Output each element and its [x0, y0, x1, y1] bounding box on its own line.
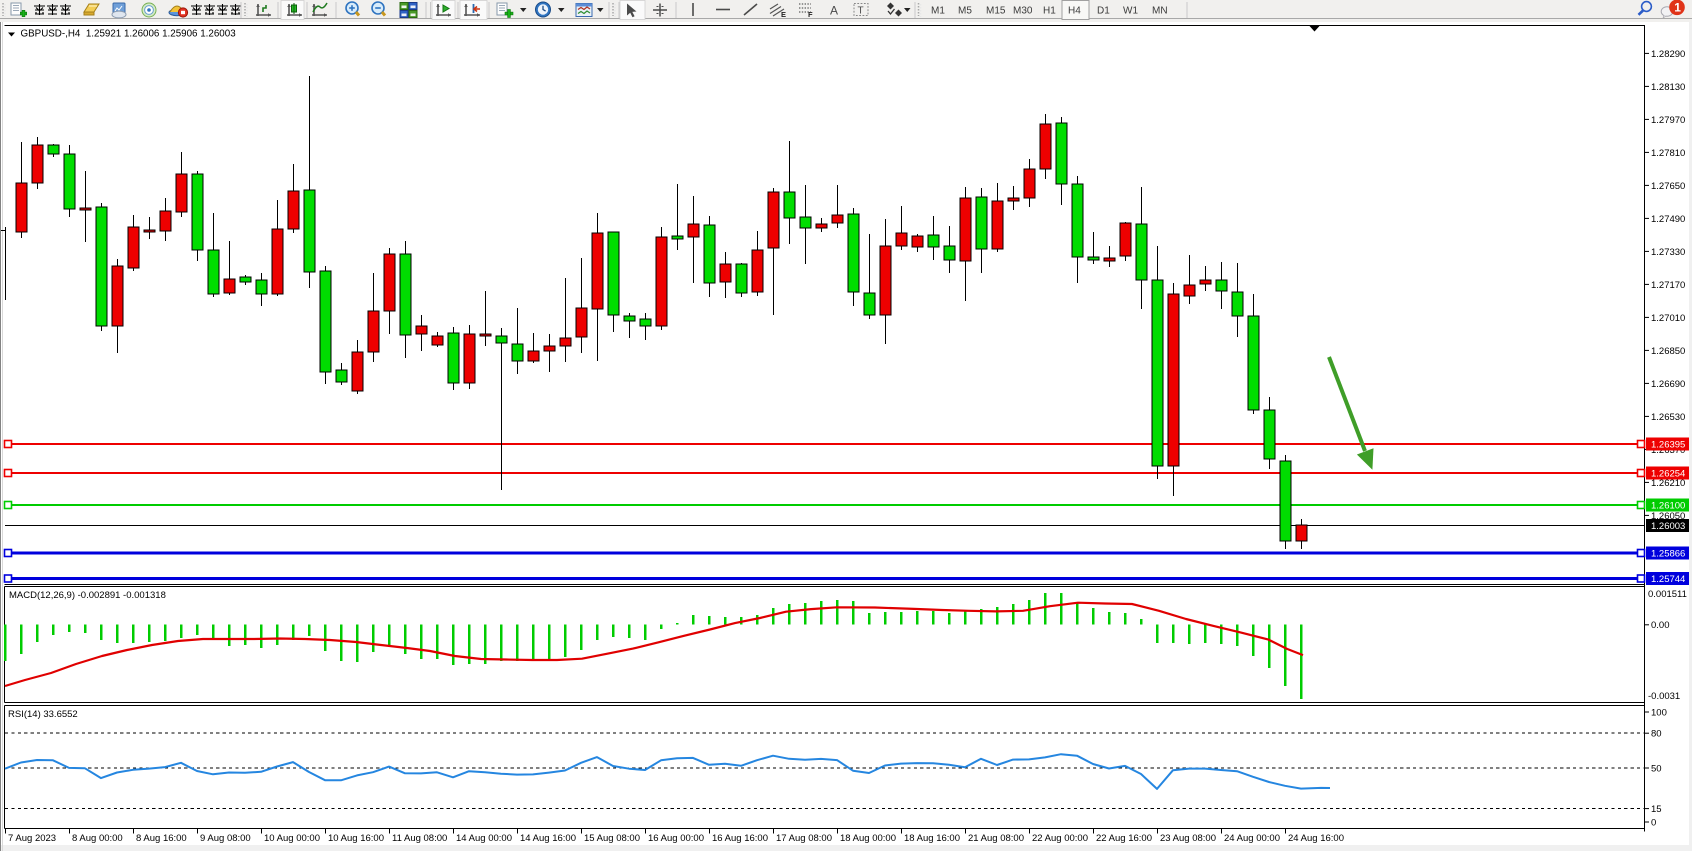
svg-text:14 Aug 16:00: 14 Aug 16:00 — [520, 833, 576, 844]
svg-text:MACD(12,26,9) -0.002891 -0.001: MACD(12,26,9) -0.002891 -0.001318 — [9, 590, 166, 601]
svg-text:M1: M1 — [931, 6, 945, 17]
svg-text:1.26254: 1.26254 — [1651, 469, 1685, 480]
svg-text:15: 15 — [1651, 804, 1662, 815]
svg-text:17 Aug 08:00: 17 Aug 08:00 — [776, 833, 832, 844]
svg-text:1.25744: 1.25744 — [1651, 574, 1685, 585]
svg-text:1.26395: 1.26395 — [1651, 440, 1685, 451]
svg-text:23 Aug 08:00: 23 Aug 08:00 — [1160, 833, 1216, 844]
svg-text:8 Aug 00:00: 8 Aug 00:00 — [72, 833, 123, 844]
svg-text:D1: D1 — [1097, 6, 1110, 17]
svg-text:GBPUSD-,H4 1.25921 1.26006 1.: GBPUSD-,H4 1.25921 1.26006 1.25906 1.260… — [21, 28, 237, 39]
svg-text:1: 1 — [1674, 1, 1681, 15]
svg-text:F: F — [808, 10, 813, 19]
svg-text:24 Aug 00:00: 24 Aug 00:00 — [1224, 833, 1280, 844]
svg-text:24 Aug 16:00: 24 Aug 16:00 — [1288, 833, 1344, 844]
svg-text:1.26530: 1.26530 — [1651, 412, 1685, 423]
svg-text:1.27170: 1.27170 — [1651, 280, 1685, 291]
svg-text:M5: M5 — [958, 6, 972, 17]
svg-text:RSI(14) 33.6552: RSI(14) 33.6552 — [8, 709, 78, 720]
svg-text:16 Aug 00:00: 16 Aug 00:00 — [648, 833, 704, 844]
svg-text:A: A — [830, 4, 838, 18]
svg-text:H1: H1 — [1043, 6, 1056, 17]
svg-text:1.25866: 1.25866 — [1651, 549, 1685, 560]
svg-text:14 Aug 00:00: 14 Aug 00:00 — [456, 833, 512, 844]
svg-text:7 Aug 2023: 7 Aug 2023 — [8, 833, 56, 844]
svg-text:1.26690: 1.26690 — [1651, 379, 1685, 390]
svg-text:1.28130: 1.28130 — [1651, 82, 1685, 93]
svg-text:1.26210: 1.26210 — [1651, 478, 1685, 489]
svg-text:0.001511: 0.001511 — [1648, 589, 1687, 600]
svg-text:21 Aug 08:00: 21 Aug 08:00 — [968, 833, 1024, 844]
svg-text:1.28290: 1.28290 — [1651, 49, 1685, 60]
svg-text:MN: MN — [1152, 6, 1168, 17]
svg-text:W1: W1 — [1123, 6, 1138, 17]
svg-text:-0.0031: -0.0031 — [1648, 691, 1680, 702]
svg-text:1.27810: 1.27810 — [1651, 148, 1685, 159]
svg-text:16 Aug 16:00: 16 Aug 16:00 — [712, 833, 768, 844]
svg-text:1.27970: 1.27970 — [1651, 115, 1685, 126]
svg-text:1.26850: 1.26850 — [1651, 346, 1685, 357]
svg-text:9 Aug 08:00: 9 Aug 08:00 — [200, 833, 251, 844]
svg-text:8 Aug 16:00: 8 Aug 16:00 — [136, 833, 187, 844]
svg-text:22 Aug 16:00: 22 Aug 16:00 — [1096, 833, 1152, 844]
svg-text:80: 80 — [1651, 729, 1662, 740]
svg-text:1.27330: 1.27330 — [1651, 247, 1685, 258]
svg-text:18 Aug 00:00: 18 Aug 00:00 — [840, 833, 896, 844]
svg-text:0: 0 — [1651, 817, 1656, 828]
svg-text:18 Aug 16:00: 18 Aug 16:00 — [904, 833, 960, 844]
svg-text:15 Aug 08:00: 15 Aug 08:00 — [584, 833, 640, 844]
svg-text:1.26050: 1.26050 — [1651, 511, 1685, 522]
svg-text:10 Aug 16:00: 10 Aug 16:00 — [328, 833, 384, 844]
svg-text:1.26100: 1.26100 — [1651, 501, 1685, 512]
svg-text:22 Aug 00:00: 22 Aug 00:00 — [1032, 833, 1088, 844]
svg-text:1.27010: 1.27010 — [1651, 313, 1685, 324]
svg-text:50: 50 — [1651, 763, 1662, 774]
svg-text:0.00: 0.00 — [1651, 620, 1670, 631]
svg-text:100: 100 — [1651, 707, 1667, 718]
svg-text:M15: M15 — [986, 6, 1006, 17]
svg-text:H4: H4 — [1068, 6, 1081, 17]
svg-text:M30: M30 — [1013, 6, 1033, 17]
svg-text:E: E — [781, 10, 786, 19]
svg-text:11 Aug 08:00: 11 Aug 08:00 — [392, 833, 447, 844]
svg-text:1.27650: 1.27650 — [1651, 181, 1685, 192]
svg-text:1.26003: 1.26003 — [1651, 521, 1685, 532]
svg-text:10 Aug 00:00: 10 Aug 00:00 — [264, 833, 320, 844]
svg-text:T: T — [858, 6, 864, 17]
svg-text:1.27490: 1.27490 — [1651, 214, 1685, 225]
